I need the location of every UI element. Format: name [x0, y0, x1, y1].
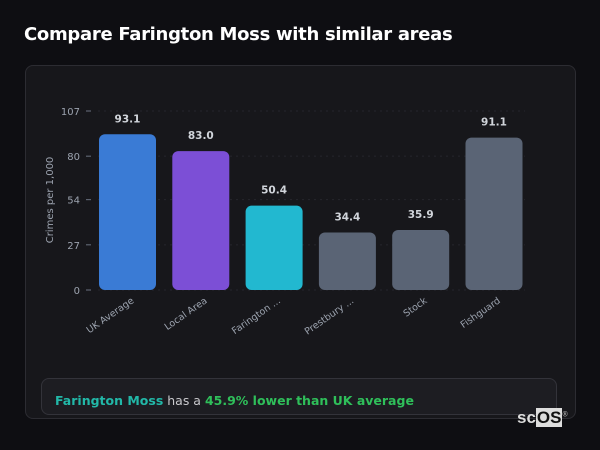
- data-label: 93.1: [115, 113, 141, 125]
- bar[interactable]: [99, 134, 156, 290]
- data-label: 35.9: [408, 209, 434, 221]
- bar[interactable]: [172, 151, 230, 290]
- data-label: 91.1: [481, 117, 507, 129]
- bar[interactable]: [465, 137, 523, 290]
- y-tick-label: 80: [67, 152, 80, 163]
- y-tick-label: 0: [74, 286, 80, 297]
- logo-box-text: OS: [535, 408, 563, 427]
- scos-logo: scOS®: [517, 408, 568, 428]
- x-tick-label: UK Average: [85, 295, 137, 336]
- area-name: Farington Moss: [55, 393, 164, 408]
- comparison-text: 45.9% lower than UK average: [204, 393, 414, 408]
- registered-mark: ®: [562, 411, 568, 419]
- x-tick-label: Fishguard: [459, 295, 503, 330]
- y-axis-label: Crimes per 1,000: [45, 157, 56, 244]
- data-label: 34.4: [334, 211, 360, 223]
- x-tick-label: Stock: [402, 295, 430, 319]
- bar[interactable]: [318, 232, 376, 290]
- bar[interactable]: [392, 229, 450, 290]
- y-tick-label: 27: [67, 241, 80, 252]
- bar[interactable]: [245, 205, 303, 290]
- y-tick-label: 107: [61, 107, 80, 118]
- summary-text: has a: [163, 393, 205, 408]
- logo-text: sc: [517, 408, 536, 427]
- page-title: Compare Farington Moss with similar area…: [24, 24, 453, 45]
- data-label: 50.4: [261, 185, 287, 197]
- summary-banner: Farington Moss has a 45.9% lower than UK…: [41, 378, 557, 415]
- x-tick-label: Local Area: [163, 295, 210, 332]
- x-tick-label: Farington ...: [230, 295, 283, 337]
- y-tick-label: 54: [67, 196, 80, 207]
- x-tick-label: Prestbury ...: [303, 295, 356, 337]
- data-label: 83.0: [188, 130, 214, 142]
